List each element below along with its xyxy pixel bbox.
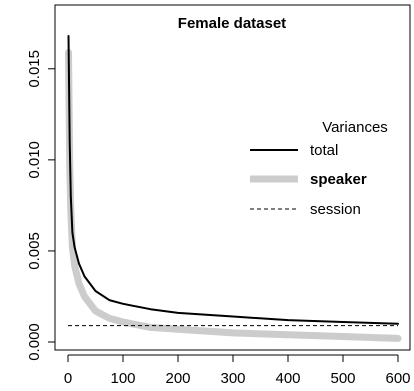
series-line-total [67, 35, 399, 325]
x-tick-label: 200 [165, 370, 190, 387]
x-tick-label: 300 [220, 370, 245, 387]
x-tick-label: 100 [110, 370, 135, 387]
y-tick-label: 0.000 [26, 323, 43, 361]
y-tick-label: 0.015 [26, 50, 43, 88]
chart-title: Female dataset [178, 15, 286, 32]
legend-label-total: total [310, 142, 338, 159]
axes: 0 100 200 300 400 500 600 0.000 0.005 0.010 0.015 [26, 4, 411, 387]
legend-label-session: session [310, 201, 361, 218]
legend: Variances total speaker session [250, 119, 388, 218]
x-tick-label: 500 [330, 370, 355, 387]
x-tick-label: 0 [64, 370, 72, 387]
x-tick-label: 400 [275, 370, 300, 387]
legend-title: Variances [322, 119, 388, 136]
legend-label-speaker: speaker [310, 171, 367, 188]
y-tick-label: 0.005 [26, 232, 43, 270]
y-tick-label: 0.010 [26, 141, 43, 179]
series-line-speaker [65, 48, 402, 342]
plot-lines [65, 35, 402, 342]
x-tick-label: 600 [385, 370, 410, 387]
